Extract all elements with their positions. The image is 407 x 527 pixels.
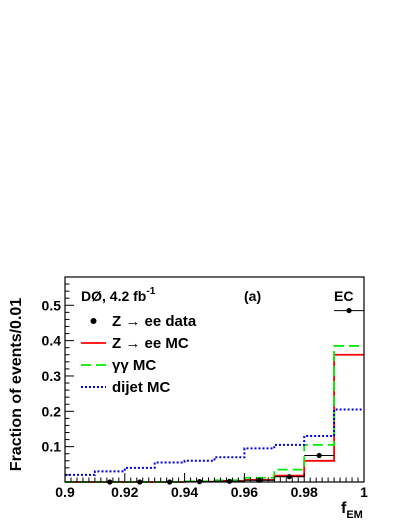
y-tick-label: 0.2 (42, 403, 62, 419)
series-dotted-line (65, 408, 364, 476)
x-tick-label: 0.96 (231, 484, 258, 500)
y-tick-label: 0.5 (42, 297, 62, 313)
experiment-label: DØ, 4.2 fb-1 (81, 286, 156, 304)
legend-label: Z → ee data (112, 313, 197, 330)
series-solid-line (65, 353, 364, 483)
y-tick-label: 0.1 (42, 439, 62, 455)
legend: Z → ee data Z → ee MC γγ MC dijet MC (81, 313, 197, 396)
ticks-layer: 0.9 0.92 0.94 0.96 0.98 1 0.1 0.2 0.3 0.4 0.5 (42, 283, 368, 500)
panel-label: (a) (244, 288, 261, 304)
y-tick-label: 0.3 (42, 368, 62, 384)
legend-label: dijet MC (112, 379, 170, 396)
data-point (346, 307, 352, 314)
region-label: EC (334, 288, 353, 304)
x-tick-label: 0.94 (171, 484, 198, 500)
x-axis-label: fEM (341, 500, 363, 521)
y-axis-label: Fraction of events/0.01 (8, 298, 25, 471)
data-point (286, 474, 292, 480)
legend-label: γγ MC (112, 357, 156, 374)
x-tick-label: 1 (360, 484, 368, 500)
legend-marker (90, 318, 97, 324)
x-tick-label: 0.98 (291, 484, 318, 500)
series-layer (65, 307, 364, 485)
x-tick-label: 0.92 (111, 484, 138, 500)
data-point (316, 452, 322, 459)
x-tick-label: 0.9 (55, 484, 75, 500)
legend-label: Z → ee MC (112, 335, 189, 352)
y-tick-label: 0.4 (42, 333, 62, 349)
plot-frame (64, 276, 365, 483)
